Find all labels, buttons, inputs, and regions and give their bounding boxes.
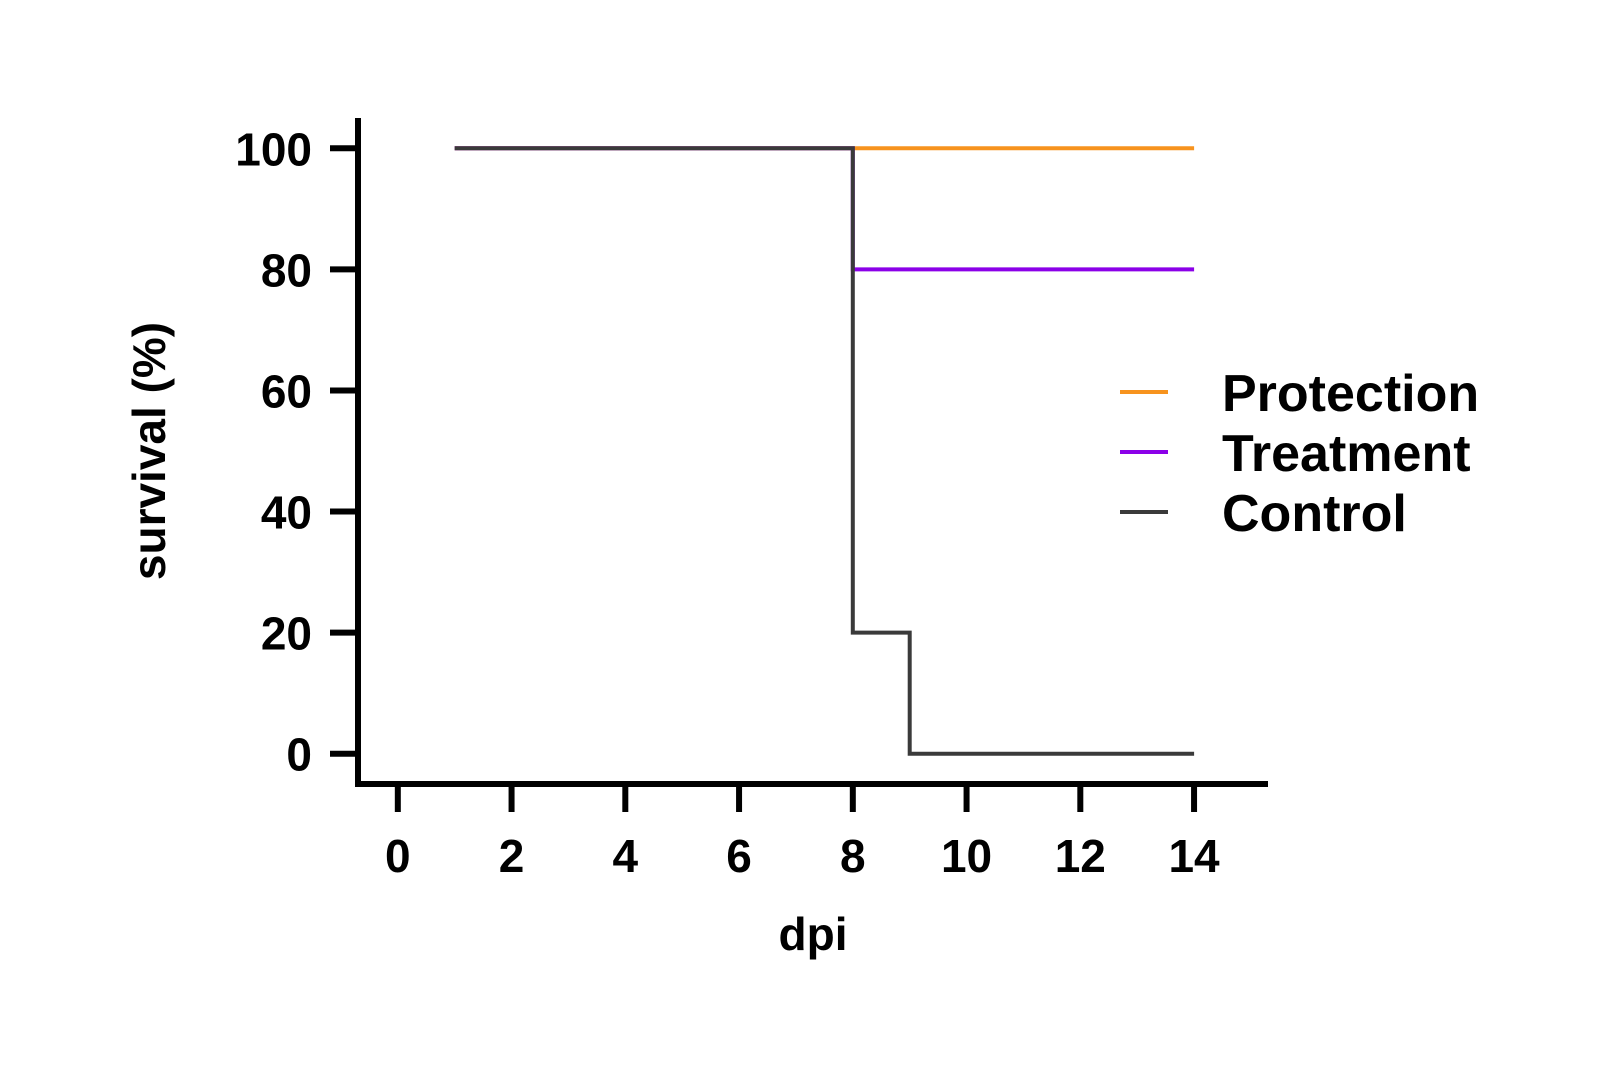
y-tick-label-0: 0 bbox=[286, 729, 312, 781]
x-tick-label-14: 14 bbox=[1168, 830, 1220, 882]
x-tick-label-0: 0 bbox=[385, 830, 411, 882]
series-line-control bbox=[454, 146, 1195, 756]
x-tick-label-12: 12 bbox=[1055, 830, 1106, 882]
labels-layer: 0 20 40 60 80 100 0 2 4 6 8 10 12 14 bbox=[235, 123, 1220, 882]
x-tick-label-4: 4 bbox=[613, 830, 639, 882]
y-tick-label-20: 20 bbox=[261, 608, 312, 660]
legend-label-control: Control bbox=[1222, 485, 1407, 543]
y-tick-label-60: 60 bbox=[261, 365, 312, 417]
x-tick-label-2: 2 bbox=[499, 830, 525, 882]
y-tick-label-40: 40 bbox=[261, 487, 312, 539]
x-tick-label-10: 10 bbox=[941, 830, 992, 882]
x-axis-title: dpi bbox=[779, 908, 848, 960]
axes-layer bbox=[330, 118, 1268, 812]
legend-label-protection: Protection bbox=[1222, 365, 1479, 423]
legend-label-treatment: Treatment bbox=[1222, 425, 1471, 483]
x-tick-label-8: 8 bbox=[840, 830, 866, 882]
y-tick-label-80: 80 bbox=[261, 244, 312, 296]
x-tick-label-6: 6 bbox=[726, 830, 752, 882]
series-layer bbox=[454, 146, 1195, 756]
y-axis-title: survival (%) bbox=[123, 322, 175, 580]
y-tick-label-100: 100 bbox=[235, 123, 312, 175]
